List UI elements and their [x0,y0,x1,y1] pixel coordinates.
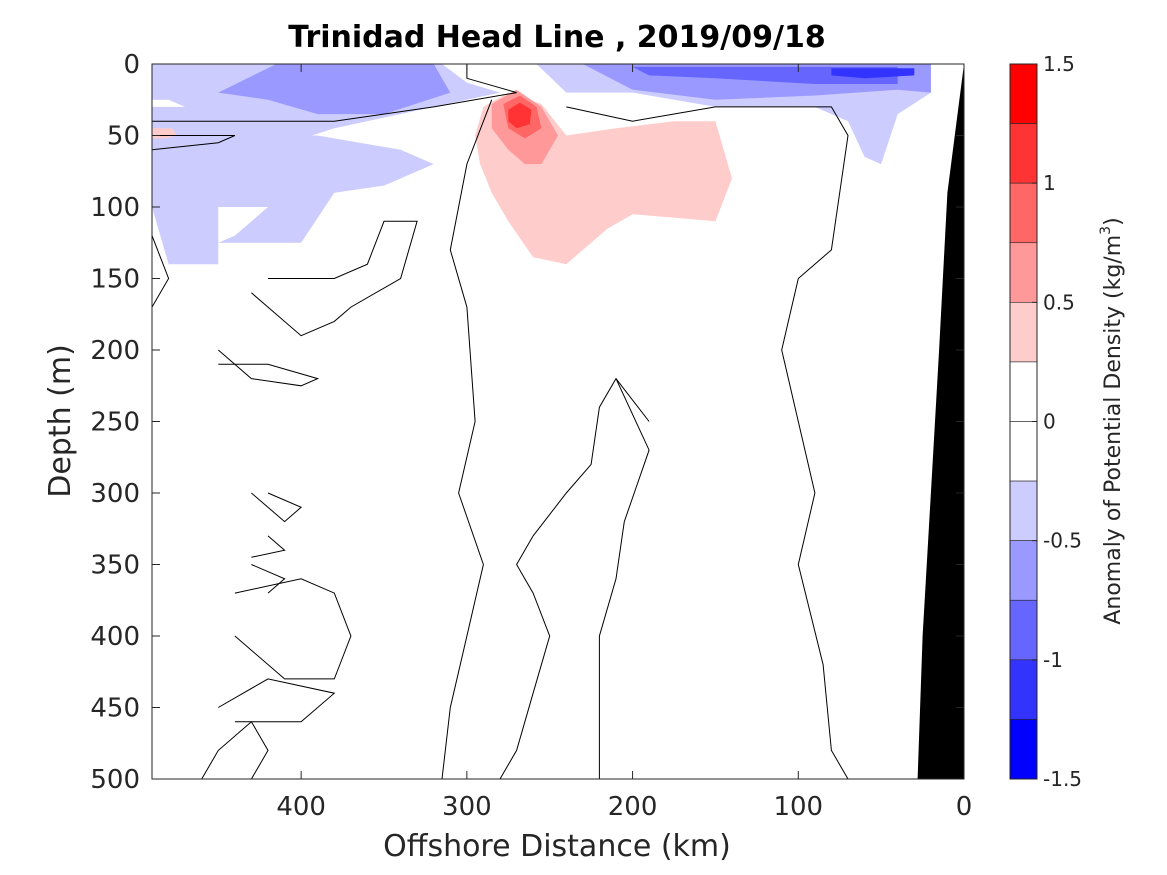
colorbar-label-main: Anomaly of Potential Density (kg/m [1101,235,1126,625]
colorbar-band [1009,421,1038,482]
colorbar-ticks: 1.5 1 0.5 0 -0.5 -1 -1.5 [1032,52,1082,791]
zero-contour-2 [151,135,236,151]
zero-contour-15 [201,721,269,780]
colorbar-band [1009,182,1038,244]
x-tick-label: 100 [773,792,823,822]
offshore-moderate-negative [218,64,451,115]
colorbar-tick-label: 0.5 [1043,290,1075,314]
colorbar-label: Anomaly of Potential Density (kg/m3) [1098,217,1126,624]
surface-negative-anomaly [152,64,500,265]
colorbar-tick-label: 0 [1043,410,1056,434]
x-tick-label: 400 [276,792,326,822]
colorbar-band [1009,599,1038,661]
zero-contour-6 [441,99,493,780]
colorbar-band [1009,719,1038,780]
colorbar-tick-label: -1.5 [1043,767,1082,791]
zero-contour-12 [251,564,286,594]
nearshore-very-strong-negative [831,68,915,79]
zero-contour-10 [251,492,303,523]
y-axis-label: Depth (m) [43,344,78,498]
zero-contour-14 [218,678,336,723]
colorbar-label-suffix: ) [1101,217,1126,226]
colorbar-band [1009,480,1038,541]
zero-contour-11 [251,535,286,558]
colorbar-band [1009,63,1038,124]
y-tick-label: 450 [90,694,140,724]
colorbar-band [1009,302,1038,363]
x-axis-ticks: 400 300 200 100 0 [276,64,972,822]
zero-contour-4 [251,220,418,337]
zero-contour-7 [566,106,849,780]
y-tick-label: 350 [90,551,140,581]
colorbar-tick-label: -1 [1043,648,1063,672]
colorbar-band [1009,123,1038,184]
colorbar-band [1009,540,1038,601]
y-tick-label: 500 [90,765,140,795]
x-axis-label: Offshore Distance (km) [383,829,731,864]
y-tick-label: 300 [90,479,140,509]
peak-core-anomaly [508,102,532,129]
seafloor [917,64,964,779]
y-tick-label: 400 [90,622,140,652]
x-tick-label: 0 [956,792,973,822]
zero-contour-8 [499,377,650,780]
colorbar-band [1009,361,1038,422]
bathymetry-layer [917,64,964,779]
x-tick-label: 300 [442,792,492,822]
y-tick-label: 150 [90,265,140,295]
zero-contour-1 [152,64,517,122]
y-axis-ticks: 0 50 100 150 200 250 300 350 400 450 500 [90,50,964,795]
plot-area: 400 300 200 100 0 0 50 100 150 200 250 300 350 400 45… [90,50,972,822]
subsurface-negative-anomaly [152,135,434,243]
contour-lines [151,64,849,780]
y-tick-label: 250 [90,408,140,438]
filled-contours [152,64,931,265]
y-tick-label: 100 [90,193,140,223]
y-tick-label: 200 [90,336,140,366]
colorbar-tick-label: -0.5 [1043,529,1082,553]
x-tick-label: 200 [608,792,658,822]
zero-contour-9 [598,378,650,779]
y-tick-label: 0 [123,50,140,80]
y-tick-label: 50 [107,122,140,152]
colorbar-tick-label: 1.5 [1043,52,1075,76]
colorbar-band [1009,659,1038,720]
colorbar-band [1009,242,1038,303]
chart-title: Trinidad Head Line , 2019/09/18 [288,20,825,55]
zero-contour-5 [217,349,320,387]
zero-contour-13 [234,578,352,680]
colorbar-label-superscript: 3 [1098,226,1114,235]
colorbar-tick-label: 1 [1043,171,1056,195]
colorbar: 1.5 1 0.5 0 -0.5 -1 -1.5 Anomaly of Potential … [1009,52,1126,791]
